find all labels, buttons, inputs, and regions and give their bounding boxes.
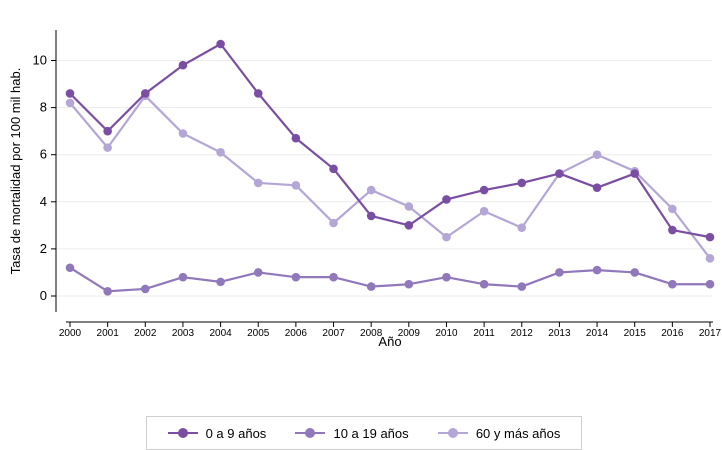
- data-point: [253, 89, 263, 98]
- y-tick-label: 0: [40, 288, 47, 303]
- data-point: [291, 181, 301, 190]
- data-point: [366, 282, 376, 291]
- x-tick-label: 2013: [548, 328, 571, 339]
- data-point: [442, 232, 451, 242]
- data-point: [668, 225, 677, 235]
- data-point: [404, 221, 414, 230]
- series-line: [69, 42, 711, 239]
- legend-marker-60-plus: [437, 428, 468, 438]
- data-point: [555, 268, 564, 277]
- data-point: [479, 279, 489, 289]
- data-point: [705, 232, 715, 242]
- x-tick-label: 2011: [473, 328, 495, 339]
- data-point: [630, 268, 640, 277]
- data-point: [404, 202, 414, 211]
- x-tick-label: 2014: [586, 328, 609, 339]
- x-ticks: 2000 2001 2002 2003 2004 2005 2006 2007 2008 2009…: [59, 322, 722, 339]
- y-tick-label: 10: [33, 53, 47, 68]
- x-tick-label: 2012: [511, 328, 534, 339]
- data-point: [705, 279, 715, 289]
- data-point: [178, 60, 188, 70]
- data-point: [140, 89, 150, 98]
- y-tick-label: 8: [40, 100, 47, 115]
- legend-item-10-19: 10 a 19 años: [295, 425, 409, 441]
- data-point: [517, 223, 527, 233]
- data-point: [517, 282, 527, 291]
- x-tick-label: 2005: [247, 328, 270, 339]
- x-tick-label: 2010: [435, 328, 458, 339]
- data-point: [479, 185, 489, 195]
- data-point: [178, 129, 188, 138]
- data-point: [479, 206, 489, 216]
- x-tick-label: 2006: [285, 328, 308, 339]
- legend-label-0-9: 0 a 9 años: [205, 425, 267, 441]
- x-tick-label: 2016: [661, 328, 684, 339]
- data-point: [366, 211, 376, 221]
- y-tick-label: 2: [40, 241, 47, 256]
- y-axis-label: Tasa de mortalidad por 100 mil hab.: [8, 68, 23, 275]
- data-point: [65, 263, 75, 273]
- data-point: [329, 218, 338, 228]
- data-point: [291, 133, 301, 143]
- data-point: [592, 183, 602, 192]
- legend-item-0-9: 0 a 9 años: [167, 425, 267, 441]
- x-tick-label: 2004: [209, 328, 232, 339]
- series-line: [69, 94, 711, 259]
- data-point: [404, 279, 414, 289]
- x-axis-label: Año: [378, 334, 401, 349]
- x-tick-label: 2008: [360, 328, 383, 339]
- legend-marker-10-19: [295, 428, 326, 438]
- data-point: [517, 178, 527, 188]
- data-point: [592, 150, 602, 159]
- legend-label-60-plus: 60 y más años: [475, 425, 561, 441]
- x-tick-label: 2007: [322, 328, 345, 339]
- data-point: [668, 204, 677, 214]
- x-tick-label: 2009: [398, 328, 421, 339]
- data-point: [65, 98, 75, 108]
- data-point: [705, 254, 715, 263]
- data-point: [178, 272, 188, 282]
- data-point: [555, 169, 564, 178]
- x-tick-label: 2002: [134, 328, 157, 339]
- data-point: [329, 164, 338, 174]
- data-point: [103, 286, 112, 296]
- data-point: [216, 148, 225, 157]
- data-point: [216, 39, 225, 49]
- legend-label-10-19: 10 a 19 años: [333, 425, 409, 441]
- legend-marker-0-9: [167, 428, 198, 438]
- y-tick-label: 6: [40, 147, 47, 162]
- gridlines: [56, 60, 712, 297]
- series-group: [65, 39, 715, 296]
- data-point: [103, 126, 112, 136]
- data-point: [103, 143, 112, 152]
- x-tick-label: 2003: [172, 328, 195, 339]
- data-point: [140, 284, 150, 294]
- data-point: [291, 272, 301, 282]
- data-point: [253, 268, 263, 277]
- y-ticks: 0 2 4 6 8 10: [33, 53, 56, 303]
- legend: 0 a 9 años 10 a 19 años 60 y más años: [146, 416, 582, 450]
- data-point: [216, 277, 225, 287]
- data-point: [630, 169, 640, 178]
- data-point: [668, 279, 677, 289]
- data-point: [65, 89, 75, 98]
- data-point: [366, 185, 376, 195]
- legend-item-60-plus: 60 y más años: [437, 425, 561, 441]
- data-point: [329, 272, 338, 282]
- x-tick-label: 2015: [624, 328, 647, 339]
- x-tick-label: 2001: [97, 328, 120, 339]
- series-line: [69, 266, 710, 293]
- x-tick-label: 2017: [699, 328, 722, 339]
- data-point: [253, 178, 263, 188]
- data-point: [592, 265, 602, 275]
- data-point: [442, 272, 451, 282]
- data-point: [442, 195, 451, 204]
- x-tick-label: 2000: [59, 328, 82, 339]
- y-tick-label: 4: [40, 194, 47, 209]
